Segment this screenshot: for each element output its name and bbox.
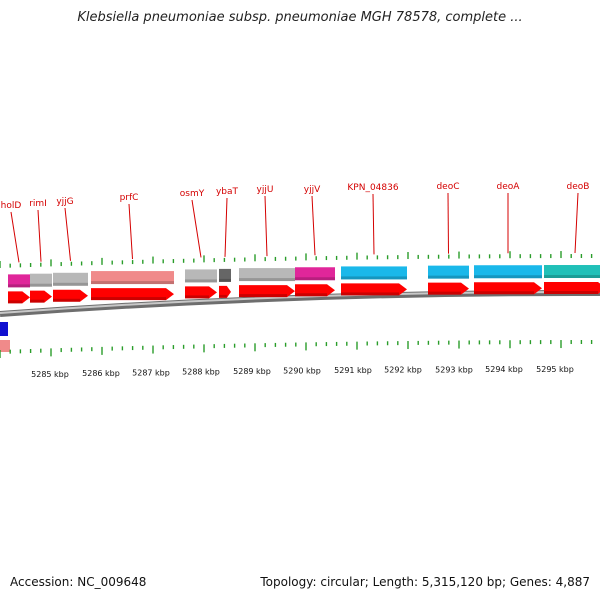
gene-arrow-osmy: [185, 286, 217, 299]
gene-arrow-kpn_04836: [341, 283, 407, 296]
gene-block-osmy: [185, 269, 217, 283]
kbp-label: 5294 kbp: [485, 365, 523, 374]
gene-arrow-rimi: [30, 290, 52, 303]
gene-block-prfc: [91, 271, 174, 285]
gene-block-hold: [8, 274, 30, 288]
gene-arrow-deob: [544, 282, 600, 295]
gene-block-ybat: [219, 268, 231, 282]
gene-arrow-yjjg: [53, 289, 88, 302]
gene-label-kpn_04836: KPN_04836: [347, 183, 398, 193]
map-title: Klebsiella pneumoniae subsp. pneumoniae …: [77, 10, 523, 25]
tick-row-top: [0, 251, 593, 268]
gene-block-kpn_04836: [341, 266, 407, 280]
gene-arrow-yjju: [239, 285, 295, 298]
gene-arrow-ybat: [219, 285, 231, 298]
gene-label-yjju: yjjU: [257, 185, 274, 195]
gene-block-yjjv: [295, 267, 335, 281]
kbp-label: 5287 kbp: [132, 368, 170, 377]
kbp-label: 5289 kbp: [233, 367, 271, 376]
gene-block-deoc: [428, 265, 469, 279]
accession-text: Accession: NC_009648: [10, 575, 147, 589]
gene-arrow-hold: [8, 291, 30, 304]
gene-label-deoa: deoA: [497, 182, 521, 192]
gene-block-yjjg: [53, 272, 88, 286]
gene-arrows: [8, 282, 600, 304]
gene-label-prfc: prfC: [120, 193, 139, 203]
gene-block-yjju: [239, 268, 295, 282]
gene-arrow-deoa: [474, 282, 542, 295]
gene-label-yjjv: yjjV: [304, 185, 321, 195]
genome-stats-text: Topology: circular; Length: 5,315,120 bp…: [260, 575, 590, 589]
gene-block-deoa: [474, 265, 542, 279]
kbp-label: 5293 kbp: [435, 365, 473, 374]
gene-arrow-yjjv: [295, 284, 335, 297]
kbp-label: 5290 kbp: [283, 366, 321, 375]
gene-label-osmy: osmY: [180, 189, 205, 199]
partial-gene-blue: [0, 322, 8, 336]
kbp-label: 5292 kbp: [384, 366, 422, 375]
gene-label-deoc: deoC: [436, 182, 459, 192]
gene-label-yjjg: yjjG: [56, 197, 73, 207]
gene-arrow-prfc: [91, 288, 174, 301]
kbp-label: 5295 kbp: [536, 365, 574, 374]
tick-row-bottom: [0, 340, 593, 358]
gene-label-ybat: ybaT: [216, 187, 239, 197]
gene-blocks: [8, 265, 600, 288]
kbp-label: 5285 kbp: [31, 370, 69, 379]
gene-arrow-deoc: [428, 282, 469, 295]
partial-gene-pink: [0, 340, 10, 352]
gene-block-deob: [544, 265, 600, 279]
gene-labels: holD rimI yjjG prfC osmY ybaT yjjU yjjV KPN_0483…: [1, 182, 590, 263]
kbp-labels: 5285 kbp 5286 kbp 5287 kbp 5288 kbp 5289 kbp…: [31, 365, 574, 379]
gene-label-deob: deoB: [567, 182, 590, 192]
kbp-label: 5291 kbp: [334, 366, 372, 375]
kbp-label: 5286 kbp: [82, 369, 120, 378]
gene-label-hold: holD: [1, 201, 22, 211]
gene-block-rimi: [30, 273, 52, 287]
kbp-label: 5288 kbp: [182, 368, 220, 377]
gene-label-rimi: rimI: [29, 199, 47, 209]
